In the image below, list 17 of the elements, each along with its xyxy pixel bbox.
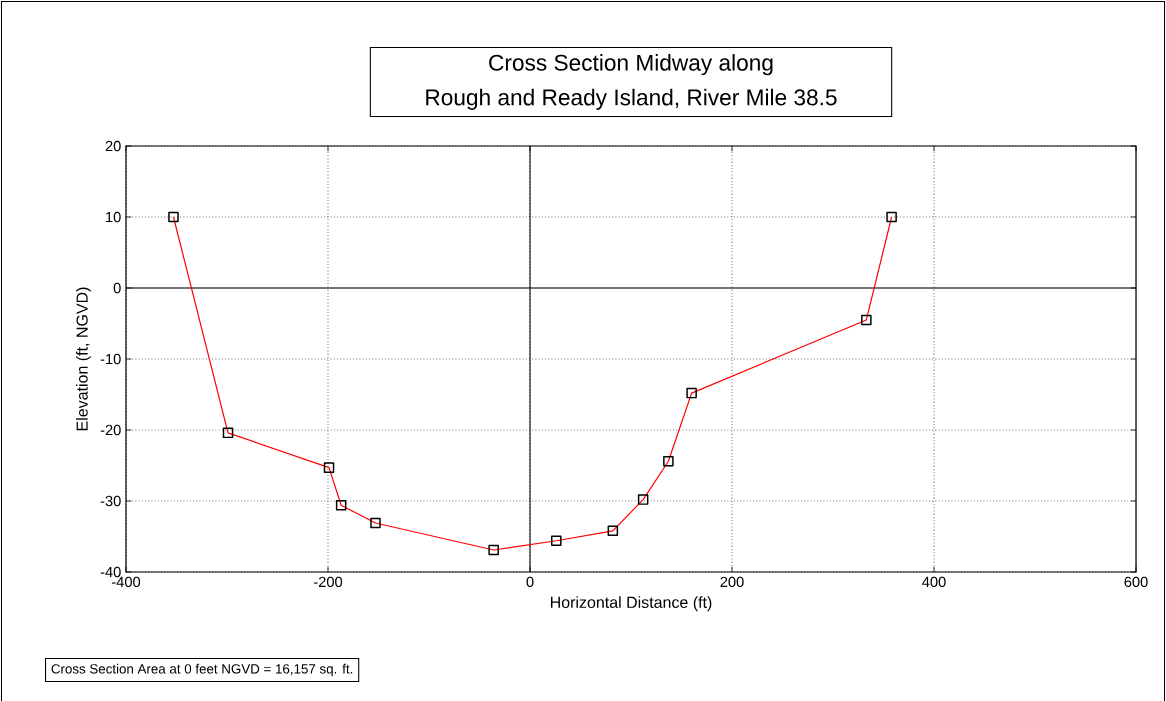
y-tick-label: -20 bbox=[100, 424, 121, 436]
x-tick-label: 200 bbox=[720, 576, 744, 588]
x-axis-title: Horizontal Distance (ft) bbox=[550, 596, 712, 612]
y-tick-label: -30 bbox=[100, 495, 121, 507]
x-tick-label: 600 bbox=[1124, 576, 1148, 588]
text: Cross Section Area at 0 feet NGVD = 16,157 sq. ft. bbox=[51, 663, 353, 677]
y-axis-title: Elevation (ft, NGVD) bbox=[76, 287, 91, 431]
y-tick-label: -40 bbox=[100, 566, 121, 578]
y-tick-label: 10 bbox=[106, 211, 121, 223]
y-tick-label: 0 bbox=[113, 282, 121, 294]
x-tick-label: -200 bbox=[313, 576, 343, 588]
x-tick-label: 400 bbox=[922, 576, 946, 588]
y-tick-label: 20 bbox=[105, 140, 121, 152]
chart-title: Cross Section Midway along Rough and Ready Island, River Mile 38.5 bbox=[426, 54, 837, 110]
y-tick-label: -10 bbox=[100, 353, 121, 365]
x-tick-label: 0 bbox=[526, 576, 534, 588]
x-tick-label: -400 bbox=[111, 576, 141, 588]
